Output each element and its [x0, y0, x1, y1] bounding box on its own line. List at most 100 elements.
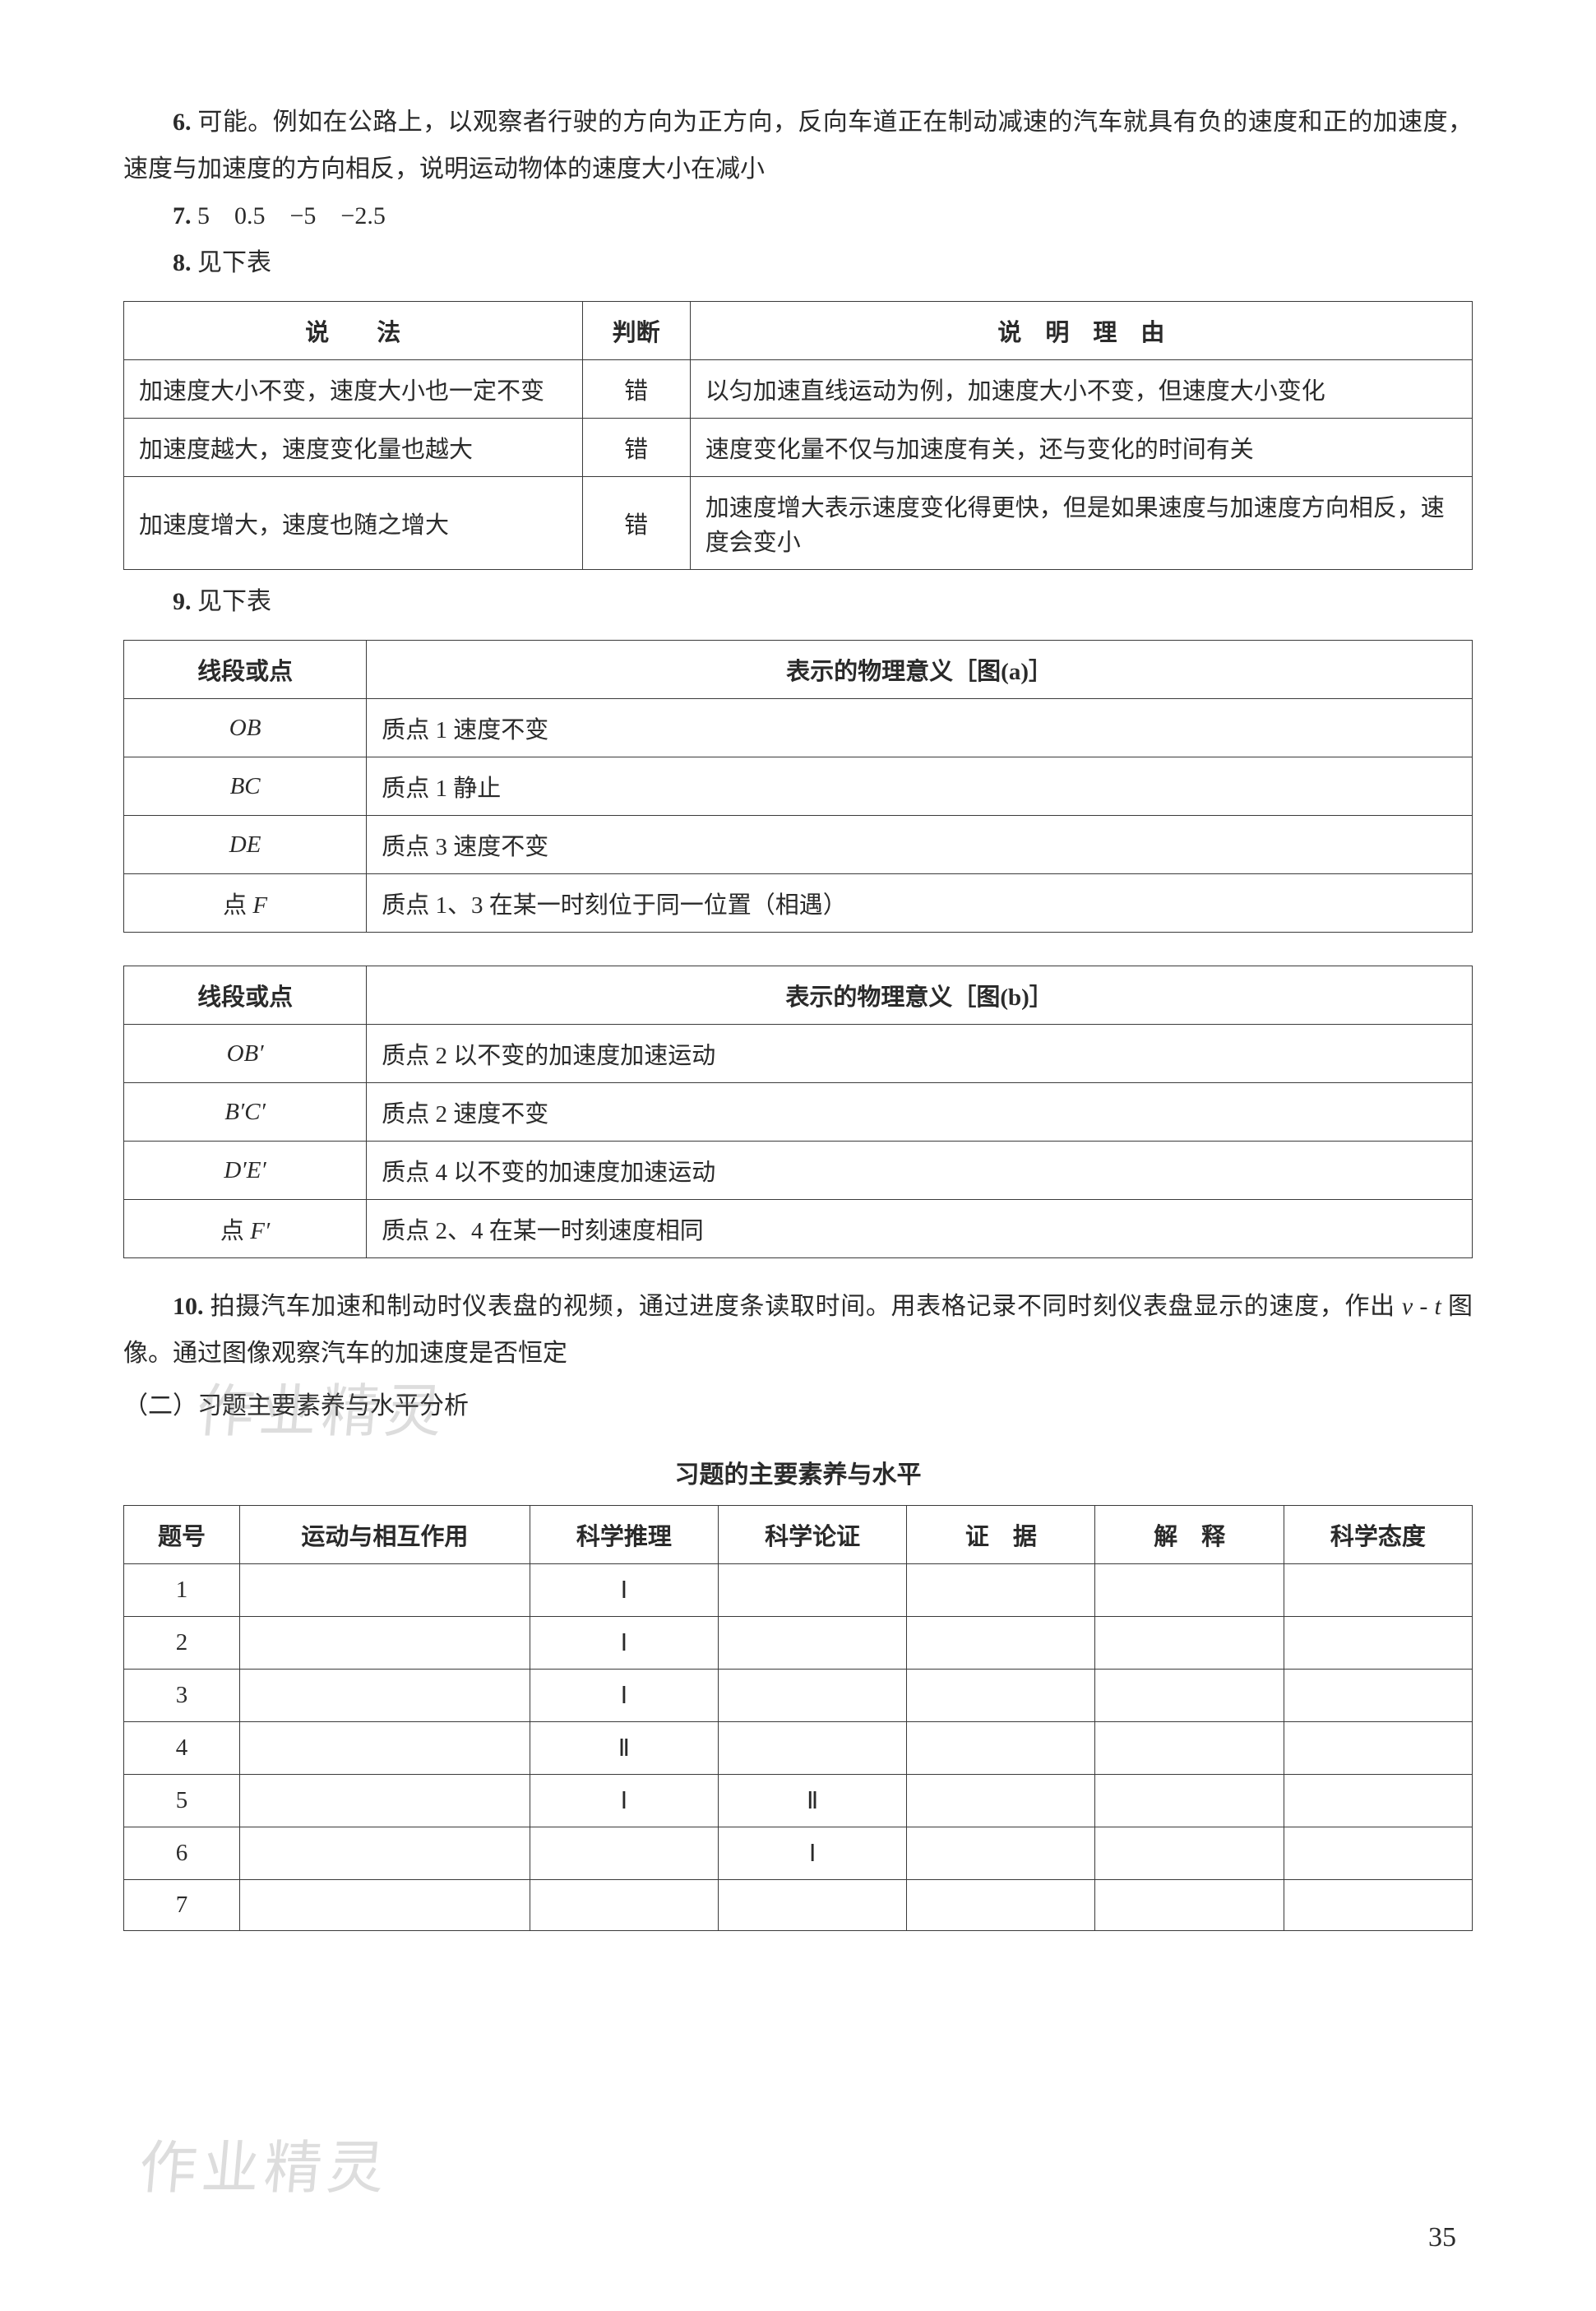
cell: 质点 2 速度不变	[367, 1083, 1473, 1142]
cell: 1	[124, 1564, 240, 1617]
cell: 点 F′	[124, 1200, 367, 1258]
q9: 9. 见下表	[123, 578, 1473, 625]
cell	[907, 1564, 1095, 1617]
cell	[240, 1670, 530, 1722]
page: 6. 可能。例如在公路上，以观察者行驶的方向为正方向，反向车道正在制动减速的汽车…	[0, 0, 1596, 2311]
cell	[240, 1722, 530, 1775]
cell: DE	[124, 816, 367, 874]
q8-table: 说 法 判断 说 明 理 由 加速度大小不变，速度大小也一定不变 错 以匀加速直…	[123, 301, 1473, 570]
cell: Ⅰ	[530, 1670, 718, 1722]
table-row: 线段或点 表示的物理意义［图(b)］	[124, 966, 1473, 1025]
cell: OB′	[124, 1025, 367, 1083]
section-2-label: （二）习题主要素养与水平分析	[123, 1385, 1473, 1421]
q8-h2: 判断	[582, 302, 690, 360]
sk-h3: 科学论证	[719, 1506, 907, 1564]
cell: 6	[124, 1827, 240, 1880]
cell	[1095, 1880, 1284, 1931]
table-row: 4Ⅱ	[124, 1722, 1473, 1775]
cell: Ⅰ	[530, 1775, 718, 1827]
cell: 速度变化量不仅与加速度有关，还与变化的时间有关	[690, 419, 1472, 477]
sk-h0: 题号	[124, 1506, 240, 1564]
cell	[719, 1670, 907, 1722]
q10-num: 10.	[173, 1293, 204, 1320]
cell: Ⅰ	[530, 1564, 718, 1617]
cell	[1095, 1617, 1284, 1670]
q8-h1: 说 法	[124, 302, 583, 360]
q8-text: 见下表	[197, 249, 271, 276]
table-row: 1Ⅰ	[124, 1564, 1473, 1617]
page-number: 35	[1428, 2222, 1456, 2253]
cell: 5	[124, 1775, 240, 1827]
table-row: 6Ⅰ	[124, 1827, 1473, 1880]
table-row: DE 质点 3 速度不变	[124, 816, 1473, 874]
table-row: 说 法 判断 说 明 理 由	[124, 302, 1473, 360]
cell	[1284, 1722, 1472, 1775]
cell	[907, 1670, 1095, 1722]
cell: 错	[582, 360, 690, 419]
cell: 3	[124, 1670, 240, 1722]
table-row: 加速度越大，速度变化量也越大 错 速度变化量不仅与加速度有关，还与变化的时间有关	[124, 419, 1473, 477]
cell: 点 F	[124, 874, 367, 933]
table-row: 加速度大小不变，速度大小也一定不变 错 以匀加速直线运动为例，加速度大小不变，但…	[124, 360, 1473, 419]
sk-h2: 科学推理	[530, 1506, 718, 1564]
table-row: D′E′ 质点 4 以不变的加速度加速运动	[124, 1142, 1473, 1200]
cell	[530, 1827, 718, 1880]
cell	[240, 1827, 530, 1880]
table-row: 加速度增大，速度也随之增大 错 加速度增大表示速度变化得更快，但是如果速度与加速…	[124, 477, 1473, 570]
table-row: 3Ⅰ	[124, 1670, 1473, 1722]
q8-num: 8.	[173, 249, 192, 276]
cell	[907, 1880, 1095, 1931]
cell: 以匀加速直线运动为例，加速度大小不变，但速度大小变化	[690, 360, 1472, 419]
cell: 加速度增大表示速度变化得更快，但是如果速度与加速度方向相反，速度会变小	[690, 477, 1472, 570]
q9-table-b: 线段或点 表示的物理意义［图(b)］ OB′ 质点 2 以不变的加速度加速运动 …	[123, 966, 1473, 1258]
q6: 6. 可能。例如在公路上，以观察者行驶的方向为正方向，反向车道正在制动减速的汽车…	[123, 99, 1473, 192]
q9-table-a: 线段或点 表示的物理意义［图(a)］ OB 质点 1 速度不变 BC 质点 1 …	[123, 640, 1473, 933]
sk-h5: 解 释	[1095, 1506, 1284, 1564]
cell: 2	[124, 1617, 240, 1670]
cell	[907, 1827, 1095, 1880]
cell	[1284, 1564, 1472, 1617]
cell	[1095, 1775, 1284, 1827]
q10-text-a: 拍摄汽车加速和制动时仪表盘的视频，通过进度条读取时间。用表格记录不同时刻仪表盘显…	[210, 1293, 1402, 1320]
cell: 质点 2、4 在某一时刻速度相同	[367, 1200, 1473, 1258]
table-row: 题号 运动与相互作用 科学推理 科学论证 证 据 解 释 科学态度	[124, 1506, 1473, 1564]
cell: 质点 1、3 在某一时刻位于同一位置（相遇）	[367, 874, 1473, 933]
q10: 10. 拍摄汽车加速和制动时仪表盘的视频，通过进度条读取时间。用表格记录不同时刻…	[123, 1283, 1473, 1377]
q9-text: 见下表	[197, 588, 271, 615]
cell	[907, 1617, 1095, 1670]
sk-h6: 科学态度	[1284, 1506, 1472, 1564]
cell	[1284, 1827, 1472, 1880]
q8: 8. 见下表	[123, 239, 1473, 286]
q9b-h1: 线段或点	[124, 966, 367, 1025]
cell	[240, 1775, 530, 1827]
cell	[1284, 1880, 1472, 1931]
table-row: 线段或点 表示的物理意义［图(a)］	[124, 641, 1473, 699]
table-row: OB′ 质点 2 以不变的加速度加速运动	[124, 1025, 1473, 1083]
cell: 加速度大小不变，速度大小也一定不变	[124, 360, 583, 419]
cell	[1095, 1722, 1284, 1775]
cell	[1284, 1617, 1472, 1670]
table-row: B′C′ 质点 2 速度不变	[124, 1083, 1473, 1142]
cell: Ⅱ	[719, 1775, 907, 1827]
cell: Ⅰ	[719, 1827, 907, 1880]
cell	[1284, 1670, 1472, 1722]
cell: 加速度增大，速度也随之增大	[124, 477, 583, 570]
cell: 错	[582, 477, 690, 570]
cell: Ⅱ	[530, 1722, 718, 1775]
cell: 加速度越大，速度变化量也越大	[124, 419, 583, 477]
cell	[1095, 1670, 1284, 1722]
cell: 质点 4 以不变的加速度加速运动	[367, 1142, 1473, 1200]
cell	[719, 1617, 907, 1670]
cell	[240, 1617, 530, 1670]
cell	[1095, 1827, 1284, 1880]
skill-table: 题号 运动与相互作用 科学推理 科学论证 证 据 解 释 科学态度 1Ⅰ2Ⅰ3Ⅰ…	[123, 1505, 1473, 1931]
q9a-h1: 线段或点	[124, 641, 367, 699]
q9-num: 9.	[173, 588, 192, 615]
q6-text: 可能。例如在公路上，以观察者行驶的方向为正方向，反向车道正在制动减速的汽车就具有…	[123, 109, 1473, 183]
cell: 7	[124, 1880, 240, 1931]
watermark: 作业精灵	[136, 2122, 394, 2205]
cell: BC	[124, 757, 367, 816]
cell: 4	[124, 1722, 240, 1775]
q6-num: 6.	[173, 109, 192, 136]
cell: OB	[124, 699, 367, 757]
